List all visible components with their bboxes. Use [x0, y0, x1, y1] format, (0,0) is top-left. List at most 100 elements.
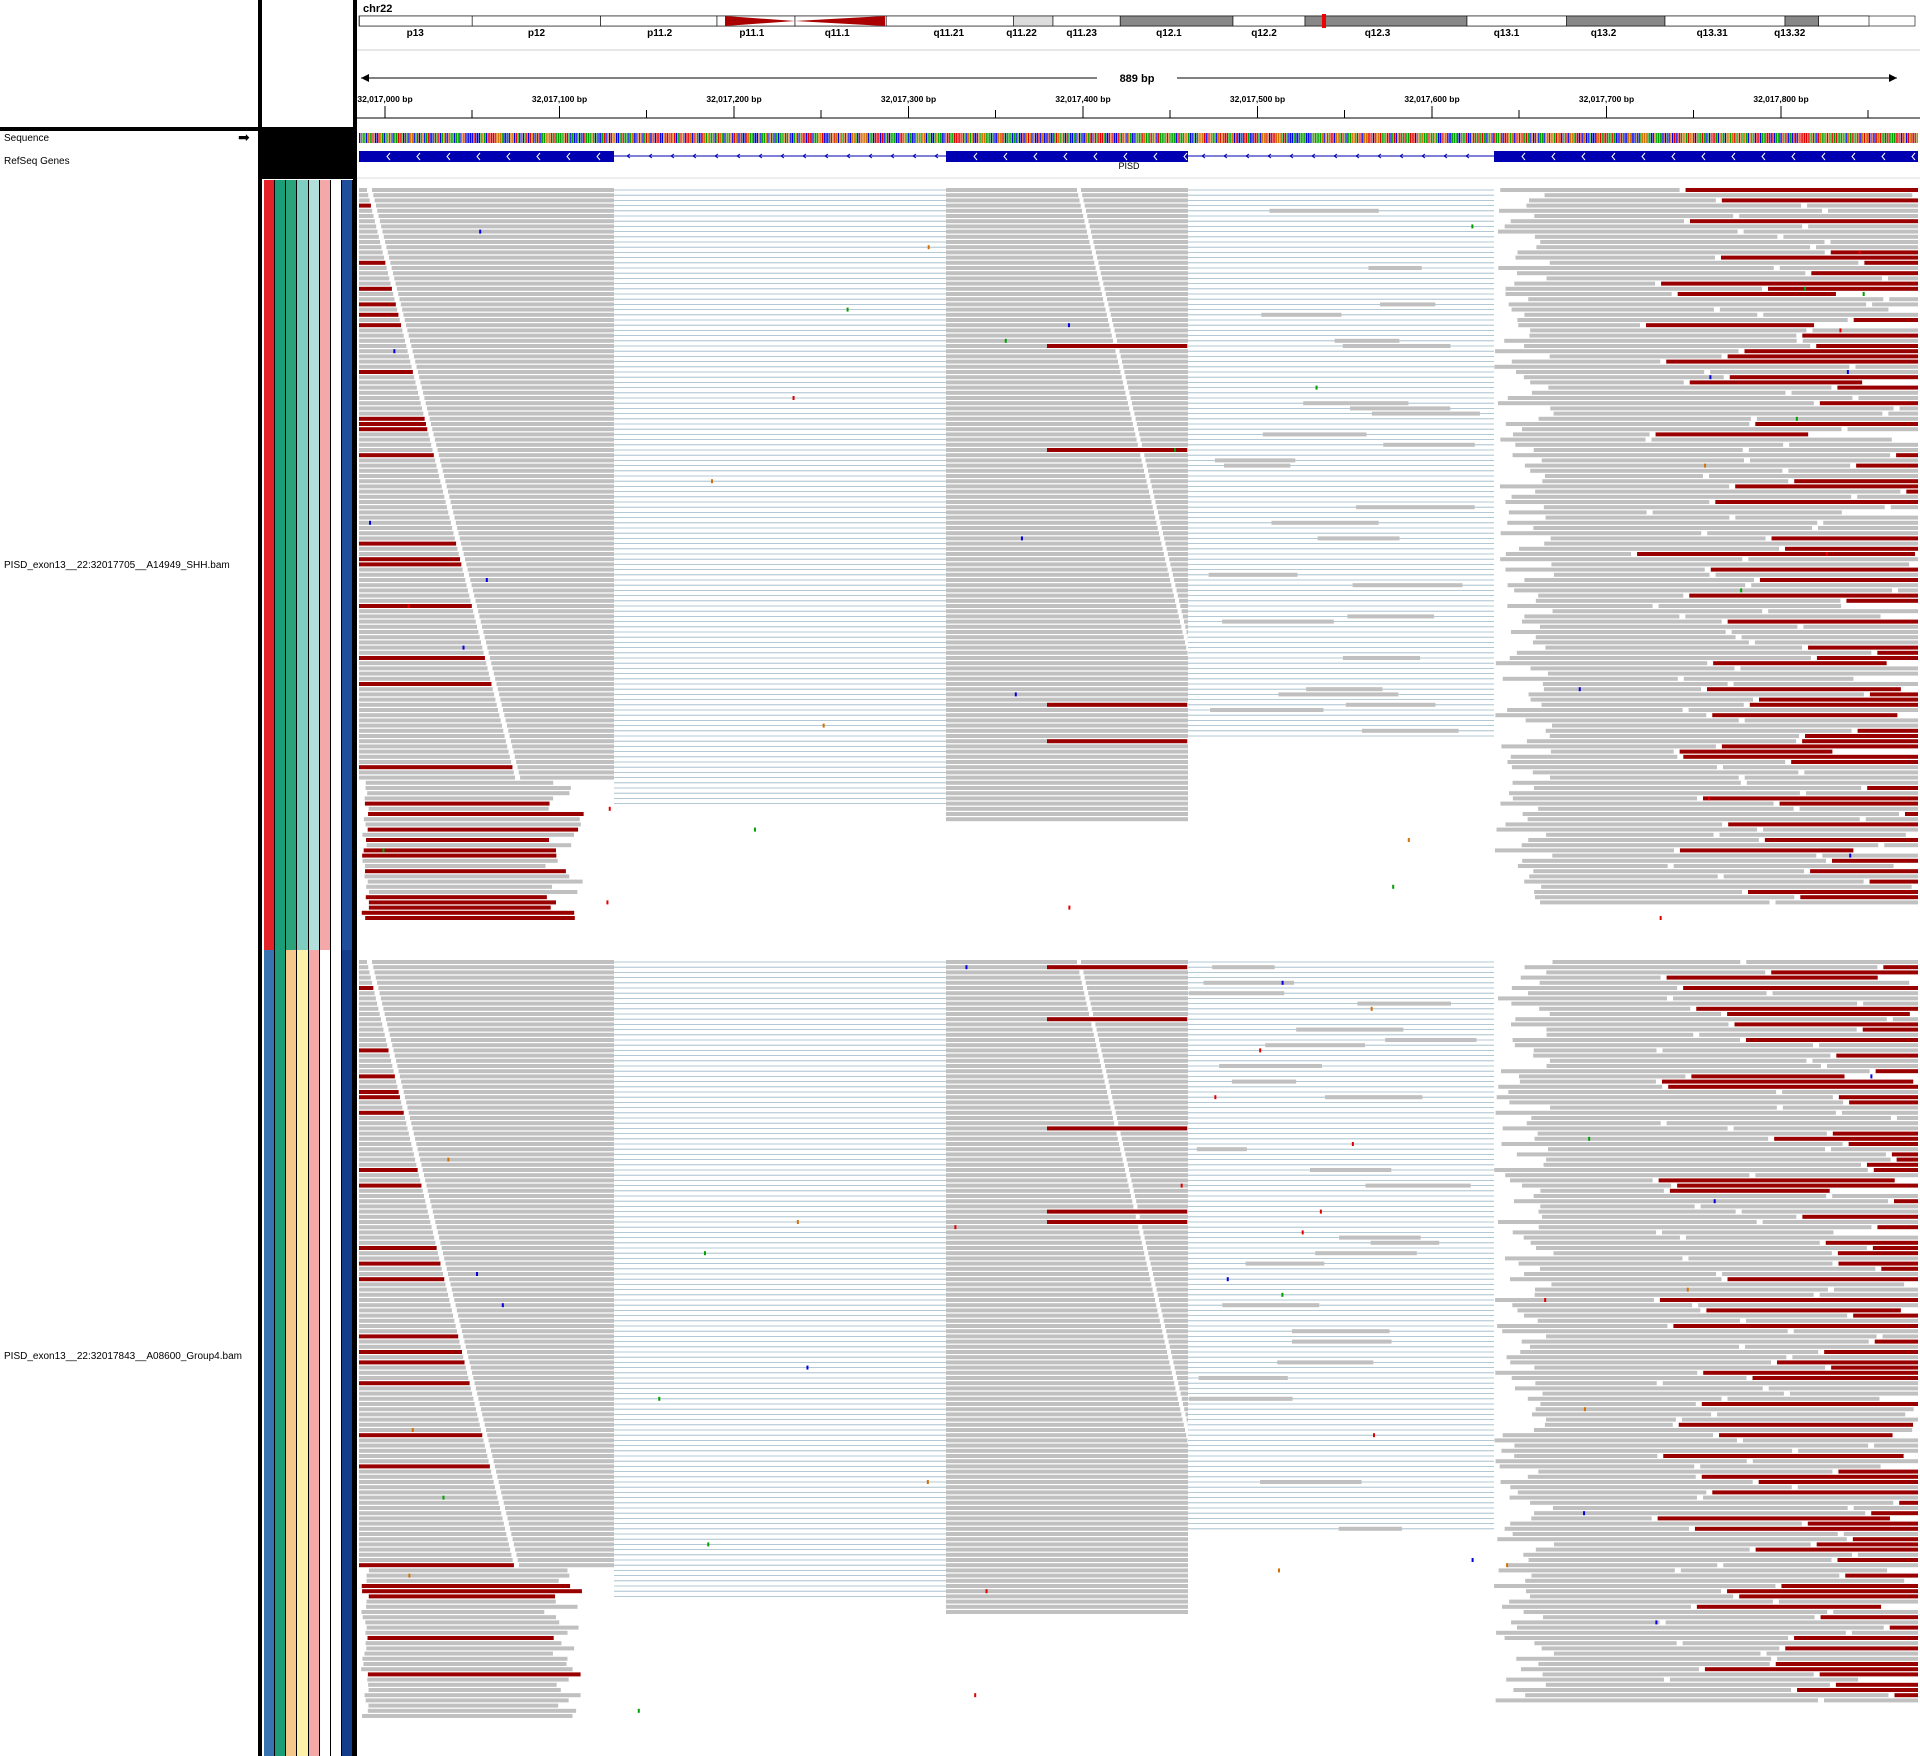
base [480, 133, 482, 143]
base [668, 133, 671, 143]
read [1743, 229, 1918, 234]
base [1589, 133, 1591, 143]
read [359, 297, 395, 302]
read [503, 1500, 614, 1505]
base [1643, 133, 1646, 143]
read [1739, 1594, 1918, 1599]
attribute-cell[interactable] [308, 950, 320, 1756]
base [1849, 133, 1852, 143]
base [1413, 133, 1415, 143]
attribute-cell[interactable] [286, 180, 298, 950]
refseq-track-name[interactable]: RefSeq Genes [4, 156, 70, 167]
alignment-canvas[interactable]: chr22 p13 p12 p11.2 p11.1 q11.1 q11.21 q11.22 q… [357, 0, 1920, 1756]
read [401, 1079, 614, 1084]
base [631, 133, 634, 143]
read [1733, 682, 1918, 686]
attribute-cell[interactable] [275, 950, 287, 1756]
base [1826, 133, 1829, 143]
refseq-gene-track[interactable] [357, 151, 1920, 179]
read [1510, 630, 1726, 634]
read [1524, 614, 1680, 619]
read [516, 760, 614, 764]
read [1106, 1069, 1188, 1074]
attribute-cell[interactable] [341, 180, 353, 950]
base [860, 133, 862, 143]
mismatch [974, 1693, 977, 1698]
base [1566, 133, 1568, 143]
sample2-track-name[interactable]: PISD_exon13__22:32017843__A08600_Group4.… [4, 1351, 242, 1362]
base [1138, 133, 1140, 143]
position-ruler[interactable]: 32,017,000 bp 32,017,100 bp 32,017,200 bp 3… [357, 94, 1920, 119]
sample1-attributes[interactable] [264, 180, 353, 950]
chromosome-ideogram[interactable]: p13 p12 p11.2 p11.1 q11.1 q11.21 q11.22 q11.23 q… [357, 14, 1920, 51]
sample2-attributes[interactable] [264, 950, 353, 1756]
read [1277, 1360, 1374, 1365]
read [359, 245, 382, 250]
attribute-cell[interactable] [330, 180, 342, 950]
sample2-alignments[interactable] [359, 960, 1918, 1718]
read [372, 188, 614, 192]
attribute-cell[interactable] [286, 950, 298, 1756]
read [472, 1370, 614, 1375]
read [458, 531, 614, 536]
attribute-cell[interactable] [297, 180, 309, 950]
base [1747, 133, 1749, 143]
base [1216, 133, 1218, 143]
read [1517, 864, 1668, 868]
read [383, 1006, 614, 1011]
read [1352, 583, 1463, 588]
read [946, 682, 1188, 686]
read [1153, 489, 1188, 494]
read [359, 1370, 468, 1375]
read [946, 474, 1146, 478]
attribute-cell[interactable] [297, 950, 309, 1756]
attribute-cell[interactable] [264, 180, 276, 950]
base [369, 133, 371, 143]
sequence-track[interactable] [359, 133, 1918, 143]
attribute-cell[interactable] [275, 180, 287, 950]
base [1381, 133, 1383, 143]
ruler-label: 32,017,800 bp [1753, 94, 1808, 104]
base [1460, 133, 1463, 143]
read [1385, 1038, 1477, 1042]
read [1534, 1641, 1677, 1646]
read [1112, 1095, 1188, 1100]
read [1500, 437, 1646, 442]
base [696, 133, 699, 143]
read [1183, 1402, 1188, 1406]
attribute-cell[interactable] [330, 950, 342, 1756]
strand-arrow-icon [912, 153, 917, 159]
base [564, 133, 567, 143]
attribute-cell[interactable] [341, 950, 353, 1756]
read [455, 520, 614, 525]
read [1169, 1344, 1188, 1349]
attribute-cell[interactable] [319, 950, 331, 1756]
base [1863, 133, 1866, 143]
sample1-alignments[interactable] [359, 188, 1918, 920]
read [1512, 1038, 1740, 1042]
read [946, 1001, 1087, 1006]
read [359, 1396, 474, 1401]
read [1129, 390, 1188, 395]
sequence-track-name[interactable]: Sequence [4, 133, 50, 144]
attribute-cell[interactable] [308, 180, 320, 950]
attribute-cell[interactable] [319, 180, 331, 950]
base [498, 133, 500, 143]
read [946, 666, 1188, 671]
read [359, 1516, 503, 1521]
read [946, 806, 1188, 811]
read [436, 1225, 614, 1230]
read [1873, 1168, 1918, 1172]
read [359, 1318, 455, 1323]
attribute-cell[interactable] [264, 950, 276, 1756]
ideogram-band-label: q13.32 [1774, 28, 1806, 39]
read [378, 986, 614, 990]
sample1-track-name[interactable]: PISD_exon13__22:32017705__A14949_SHH.bam [4, 560, 230, 571]
base [1851, 133, 1853, 143]
base [816, 133, 818, 143]
base [608, 133, 611, 143]
data-panel[interactable]: chr22 p13 p12 p11.2 p11.1 q11.1 q11.21 q11.22 q… [357, 0, 1920, 1756]
strand-arrow-icon[interactable]: ➡ [238, 129, 250, 145]
read [1721, 744, 1918, 749]
gene-label[interactable]: PISD [1118, 161, 1140, 171]
